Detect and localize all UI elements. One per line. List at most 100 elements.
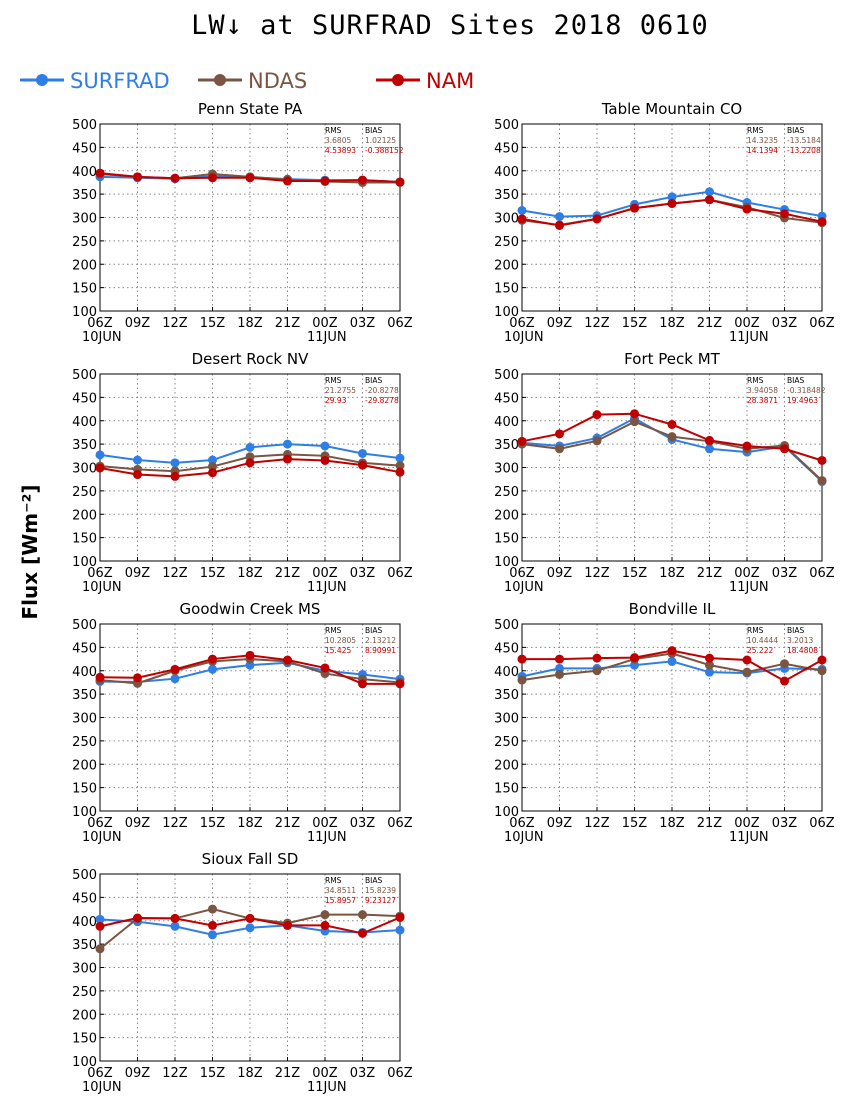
y-tick-label: 150 bbox=[72, 532, 97, 547]
y-tick-label: 300 bbox=[72, 212, 97, 227]
data-point-nam bbox=[245, 458, 255, 468]
y-tick-label: 200 bbox=[72, 508, 97, 523]
x-date-label: 11JUN bbox=[307, 330, 347, 345]
stats-box: RMS BIAS 21.2755 -20.8278 29.93 -29.8278 bbox=[325, 376, 399, 405]
x-tick-label: 06Z bbox=[509, 316, 535, 331]
stats-ndas-value: 2.13212 bbox=[365, 636, 396, 645]
x-tick-label: 00Z bbox=[734, 816, 760, 831]
data-point-surfrad bbox=[245, 442, 255, 452]
y-tick-label: 400 bbox=[72, 915, 97, 930]
y-tick-label: 200 bbox=[72, 1008, 97, 1023]
x-date-label: 11JUN bbox=[729, 830, 769, 845]
data-point-nam bbox=[245, 173, 255, 183]
data-point-nam bbox=[667, 198, 677, 208]
data-point-nam bbox=[358, 928, 367, 938]
data-point-nam bbox=[208, 920, 217, 930]
stats-nam-value: -13.2208 bbox=[787, 146, 821, 155]
y-tick-label: 200 bbox=[494, 508, 519, 523]
y-tick-label: 100 bbox=[72, 305, 97, 320]
x-tick-label: 00Z bbox=[312, 816, 338, 831]
stats-box: RMS BIAS 3.6805 1.02125 4.53893 -0.388152 bbox=[325, 126, 404, 155]
series-nam bbox=[95, 650, 405, 689]
stats-ndas-value: 10.4444 bbox=[747, 636, 778, 645]
data-point-surfrad bbox=[555, 212, 564, 222]
data-point-nam bbox=[170, 471, 180, 481]
data-point-surfrad bbox=[705, 444, 714, 454]
x-date-label: 10JUN bbox=[504, 830, 544, 845]
data-point-ndas bbox=[817, 476, 827, 486]
data-point-nam bbox=[667, 419, 677, 429]
data-point-nam bbox=[817, 217, 827, 227]
data-point-nam bbox=[742, 655, 752, 665]
grid bbox=[522, 624, 822, 811]
data-point-nam bbox=[555, 220, 564, 230]
y-tick-label: 500 bbox=[72, 368, 97, 383]
x-tick-label: 12Z bbox=[162, 566, 188, 581]
x-tick-label: 15Z bbox=[200, 566, 226, 581]
legend-label-surfrad: SURFRAD bbox=[70, 69, 170, 93]
y-tick-label: 500 bbox=[494, 118, 519, 133]
chart-panel-sioux-fall: Sioux Fall SD 100 150 200 250 300 350 400 450 500… bbox=[72, 850, 413, 1095]
panel-title: Sioux Fall SD bbox=[202, 850, 299, 868]
data-point-ndas bbox=[517, 675, 527, 685]
x-tick-label: 15Z bbox=[200, 1066, 226, 1081]
data-point-nam bbox=[517, 214, 527, 224]
y-tick-label: 350 bbox=[494, 688, 519, 703]
y-tick-label: 500 bbox=[494, 368, 519, 383]
data-point-nam bbox=[358, 175, 367, 185]
series-nam bbox=[517, 195, 827, 230]
data-point-nam bbox=[780, 676, 789, 686]
legend-marker-surfrad bbox=[36, 74, 48, 86]
data-point-nam bbox=[630, 409, 639, 419]
x-date-label: 10JUN bbox=[82, 330, 122, 345]
data-point-nam bbox=[170, 664, 180, 674]
data-point-nam bbox=[283, 176, 292, 186]
stats-ndas-value: 14.3235 bbox=[747, 136, 778, 145]
y-tick-label: 400 bbox=[72, 415, 97, 430]
data-point-surfrad bbox=[170, 458, 180, 468]
y-tick-label: 250 bbox=[494, 485, 519, 500]
stats-header-value: RMS bbox=[325, 376, 342, 385]
y-tick-label: 450 bbox=[494, 141, 519, 156]
data-point-nam bbox=[395, 177, 405, 187]
y-tick-label: 100 bbox=[72, 555, 97, 570]
stats-header-value: RMS bbox=[747, 126, 764, 135]
stats-box: RMS BIAS 14.3235 -13.5184 14.1394 -13.2208 bbox=[747, 126, 821, 155]
y-tick-label: 350 bbox=[72, 938, 97, 953]
stats-header-value: BIAS bbox=[365, 126, 382, 135]
y-tick-label: 250 bbox=[72, 235, 97, 250]
stats-nam-value: 8.90991 bbox=[365, 646, 396, 655]
stats-box: RMS BIAS 3.94058 -0.318482 28.3871 19.4963 bbox=[747, 376, 826, 405]
chart-panel-fort-peck: Fort Peck MT 100 150 200 250 300 350 400 450 500 0… bbox=[494, 350, 835, 595]
data-point-ndas bbox=[320, 910, 330, 920]
chart-panel-goodwin-creek: Goodwin Creek MS 100 150 200 250 300 350 400 450… bbox=[72, 600, 413, 845]
y-tick-label: 250 bbox=[72, 485, 97, 500]
stats-ndas-value: 3.94058 bbox=[747, 386, 778, 395]
x-tick-label: 09Z bbox=[125, 816, 151, 831]
figure-title: LW↓ at SURFRAD Sites 2018 0610 bbox=[191, 10, 709, 41]
data-point-ndas bbox=[817, 666, 827, 676]
grid bbox=[100, 374, 400, 561]
data-point-nam bbox=[358, 679, 367, 689]
x-tick-label: 06Z bbox=[87, 316, 113, 331]
chart-panel-desert-rock: Desert Rock NV 100 150 200 250 300 350 400 450 50… bbox=[72, 350, 413, 595]
x-tick-label: 00Z bbox=[734, 566, 760, 581]
data-point-nam bbox=[592, 214, 602, 224]
x-tick-label: 18Z bbox=[659, 816, 685, 831]
y-tick-label: 350 bbox=[494, 188, 519, 203]
stats-nam-value: 9.23127 bbox=[365, 896, 396, 905]
x-date-label: 10JUN bbox=[82, 830, 122, 845]
data-point-nam bbox=[705, 435, 714, 445]
data-point-nam bbox=[133, 172, 142, 182]
data-point-ndas bbox=[555, 669, 564, 679]
data-point-surfrad bbox=[667, 192, 677, 202]
x-tick-label: 06Z bbox=[387, 316, 413, 331]
x-date-label: 10JUN bbox=[504, 580, 544, 595]
y-tick-label: 450 bbox=[494, 641, 519, 656]
data-point-surfrad bbox=[320, 441, 330, 451]
data-point-nam bbox=[133, 913, 142, 923]
x-tick-label: 03Z bbox=[350, 816, 376, 831]
x-tick-label: 15Z bbox=[622, 316, 648, 331]
data-point-nam bbox=[283, 920, 292, 930]
x-tick-label: 21Z bbox=[697, 816, 723, 831]
